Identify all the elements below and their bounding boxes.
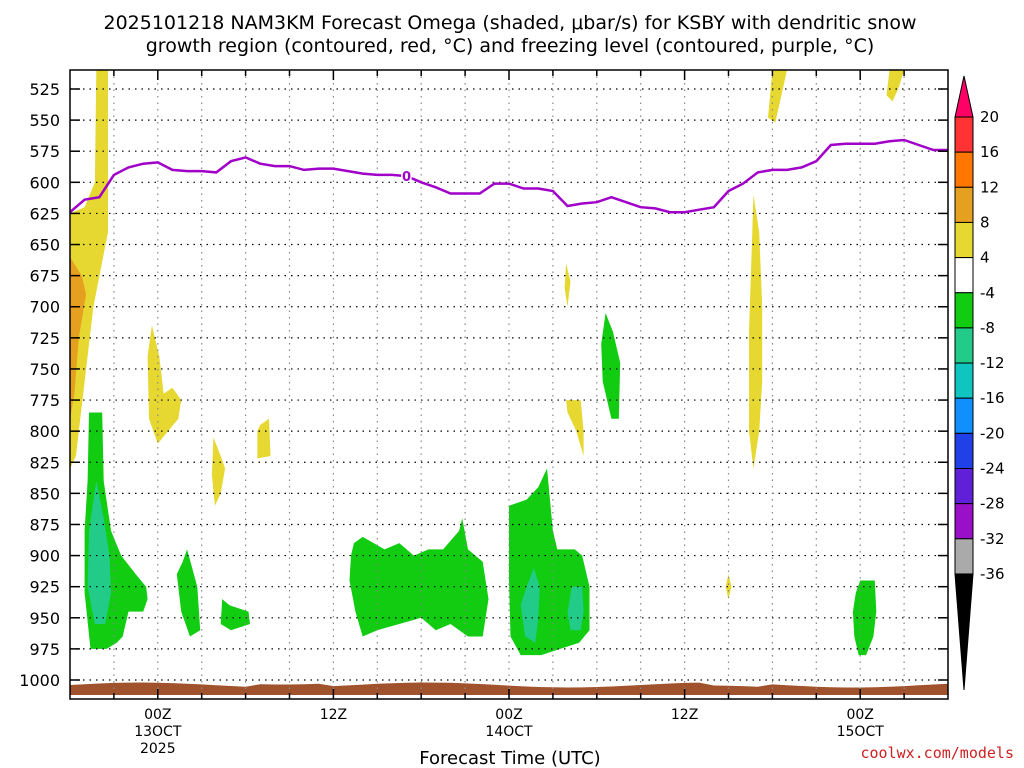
y-tick-label-11: 800 [29,422,60,441]
colorbar-label-9: -20 [980,424,1005,442]
colorbar-label-3: 8 [980,213,990,231]
x-tick-date-0: 13OCT [134,724,182,740]
omega-region-16 [601,313,621,419]
colorbar-box-13 [954,538,974,575]
y-tick-label-14: 875 [29,515,60,534]
y-tick-label-9: 750 [29,360,60,379]
colorbar-label-7: -12 [980,354,1005,372]
omega-region-5 [564,263,571,307]
x-tick-label-2: 00Z [495,707,522,723]
chart-title-line2: growth region (contoured, red, °C) and f… [146,35,875,57]
omega-region-13 [220,599,250,631]
y-tick-label-12: 825 [29,453,60,472]
colorbar-box-12 [954,503,974,540]
colorbar-box-9 [954,397,974,434]
omega-region-20 [567,586,584,631]
credit-text[interactable]: coolwx.com/models [860,744,1014,762]
y-tick-label-2: 575 [29,142,60,161]
omega-region-3 [211,437,226,506]
freezing-level-label: 0 [402,170,411,185]
y-tick-label-6: 675 [29,267,60,286]
colorbar-legend: 20 16 12 8 4 -4 -8 -12 -16 -20 -24 -28 -32 -36 [954,75,1005,691]
chart-title-line1: 2025101218 NAM3KM Forecast Omega (shaded… [103,12,916,34]
omega-region-4 [257,418,271,459]
x-axis-label: Forecast Time (UTC) [419,748,600,768]
y-axis-ticks: 525 550 575 600 625 650 675 700 725 750 775 800 825 8… [19,80,948,690]
y-tick-label-1: 550 [29,111,60,130]
colorbar-label-5: -4 [980,284,995,302]
colorbar-box-1 [954,116,974,153]
y-tick-label-17: 950 [29,609,60,628]
omega-region-6 [566,400,584,456]
x-tick-date-2: 14OCT [485,724,533,740]
y-tick-label-18: 975 [29,640,60,659]
omega-region-12 [176,549,201,637]
y-tick-label-3: 600 [29,173,60,192]
colorbar-label-8: -16 [980,389,1005,407]
x-tick-label-3: 12Z [671,707,698,723]
x-tick-label-4: 00Z [846,707,873,723]
colorbar-label-6: -8 [980,319,995,337]
omega-region-14 [349,518,489,637]
y-tick-label-8: 725 [29,329,60,348]
x-tick-date-4: 15OCT [837,724,885,740]
x-tick-label-0: 00Z [144,707,171,723]
colorbar-box-5 [954,257,974,294]
colorbar-top-arrow [954,75,974,118]
colorbar-label-11: -28 [980,495,1005,513]
colorbar-box-6 [954,292,974,329]
colorbar-box-4 [954,221,974,259]
omega-region-17 [852,580,877,656]
colorbar-bottom-arrow [954,573,974,691]
omega-region-10 [725,574,732,600]
omega-region-19 [520,568,540,643]
y-tick-label-7: 700 [29,298,60,317]
colorbar-label-1: 16 [980,143,999,161]
colorbar-label-4: 4 [980,249,990,267]
y-tick-label-0: 525 [29,80,60,99]
colorbar-box-11 [954,468,974,505]
y-tick-label-5: 650 [29,236,60,255]
omega-region-2 [147,325,182,444]
colorbar-box-3 [954,186,974,223]
freezing-level-line [69,138,948,214]
x-tick-year-0: 2025 [140,741,176,757]
freezing-level-contour: 0 [69,138,948,214]
y-tick-label-19: 1000 [19,671,60,690]
colorbar-box-10 [954,432,974,470]
y-tick-label-15: 900 [29,547,60,566]
omega-region-9 [886,70,905,102]
colorbar-box-8 [954,362,974,399]
colorbar-label-0: 20 [980,108,999,126]
x-tick-label-1: 12Z [320,707,347,723]
colorbar-label-12: -32 [980,530,1005,548]
colorbar-box-2 [954,151,974,188]
y-tick-label-4: 625 [29,204,60,223]
plot-area [70,70,948,699]
y-tick-label-10: 775 [29,391,60,410]
y-tick-label-16: 925 [29,578,60,597]
colorbar-label-2: 12 [980,178,999,196]
omega-region-18 [87,480,111,624]
colorbar-label-10: -24 [980,460,1005,478]
omega-shading [70,70,905,656]
y-tick-label-13: 850 [29,484,60,503]
colorbar-label-13: -36 [980,565,1005,583]
omega-region-7 [749,194,763,469]
colorbar-box-7 [954,327,974,364]
